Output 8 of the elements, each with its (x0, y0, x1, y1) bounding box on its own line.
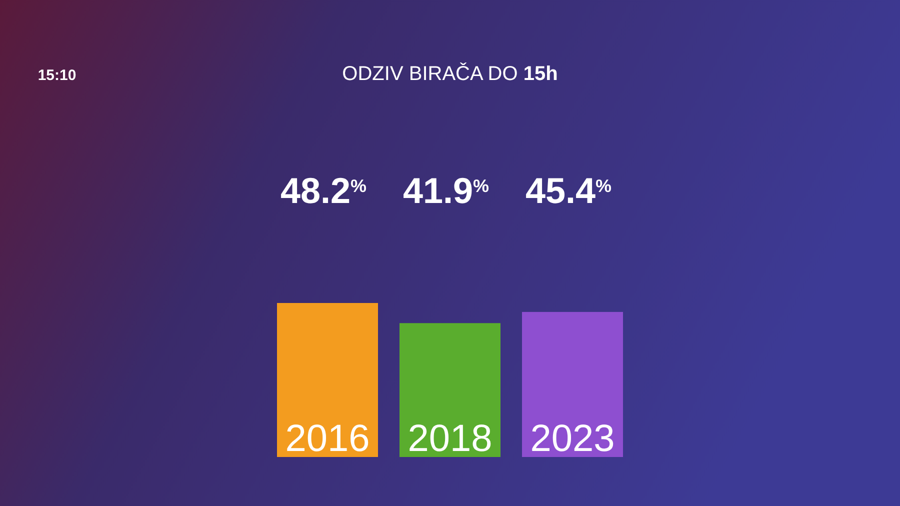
x-tick-label: 2016 (285, 418, 370, 460)
data-label: 41.9$^{%}$ (402, 170, 490, 211)
chart-title: ODZIV BIRAČA DO 15h (342, 62, 558, 85)
text: 15:10 (38, 67, 76, 84)
data-label: 45.4$^{%}$ (525, 170, 612, 211)
x-tick-label: 2018 (408, 418, 492, 460)
data-label: 48.2$^{%}$ (280, 170, 367, 211)
x-tick-label: 2023 (530, 418, 615, 460)
